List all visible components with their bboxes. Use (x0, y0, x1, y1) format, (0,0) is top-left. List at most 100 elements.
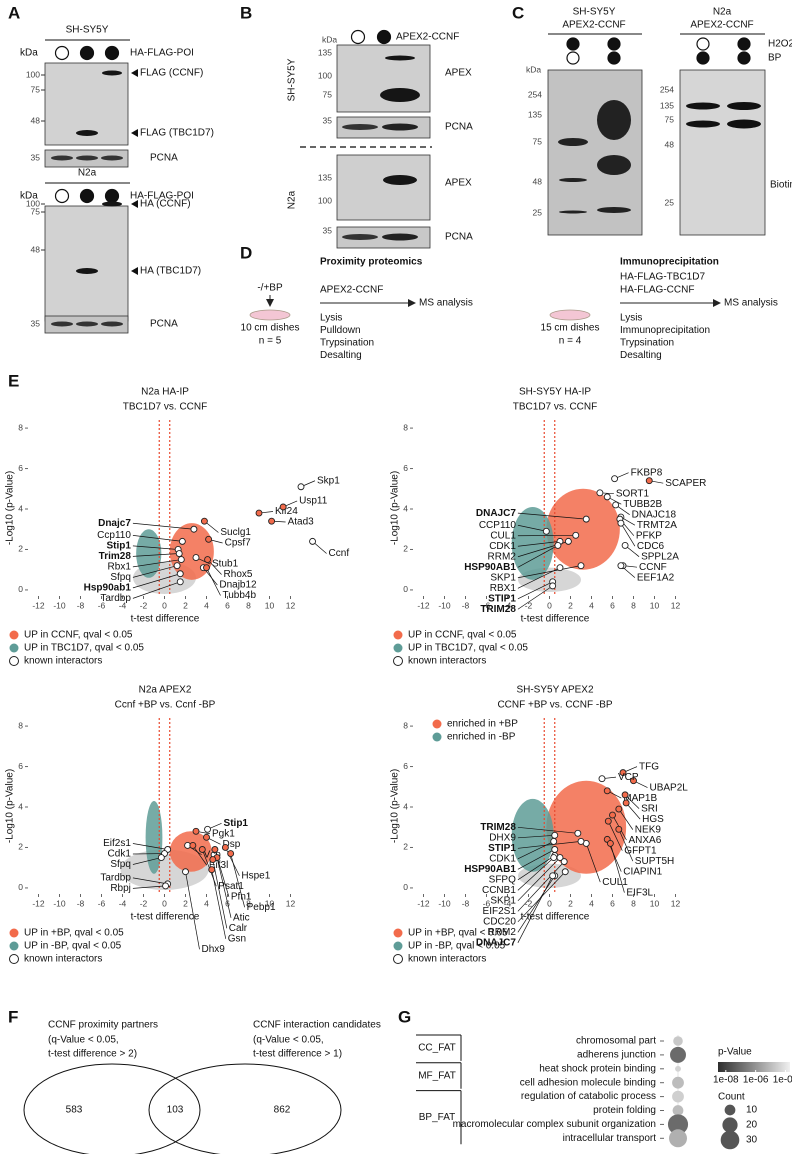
data-point (551, 846, 559, 853)
condition-symbol (607, 51, 621, 65)
label: HA-FLAG-CCNF (620, 285, 694, 296)
band (727, 102, 761, 110)
label: 1e-04 (773, 1075, 792, 1086)
point-label: SKP1 (490, 572, 516, 583)
point-label: Dnajc7 (98, 518, 131, 529)
leader-line (132, 877, 168, 885)
label: N2a (287, 190, 298, 209)
data-point (609, 811, 616, 819)
label: kDa (526, 64, 541, 74)
point-label: Kif24 (275, 506, 298, 517)
y-tick-label: 0 (18, 882, 23, 892)
leader-line (132, 545, 179, 550)
label: 48 (31, 244, 41, 254)
label: PCNA (445, 122, 473, 133)
label: 25 (665, 197, 675, 207)
legend-label: enriched in -BP (447, 732, 516, 743)
point-label: EIF3L (626, 887, 653, 898)
point-label: Trim28 (99, 551, 132, 562)
point-label: ANXA6 (629, 835, 662, 846)
label: 100 (318, 195, 332, 205)
point-cloud (546, 488, 620, 570)
point-label: SKP1 (490, 895, 516, 906)
leader-line (132, 581, 181, 599)
point-label: SFPQ (489, 874, 516, 885)
band (558, 138, 588, 146)
label: N2a (713, 7, 732, 18)
data-point (182, 868, 189, 876)
band (559, 210, 587, 214)
panel-letter: A (8, 3, 20, 22)
point-label: Atad3 (288, 517, 315, 528)
point-label: FKBP8 (631, 467, 663, 478)
point-label: Eif3l (209, 860, 228, 871)
legend-symbol (393, 630, 403, 640)
data-point (192, 827, 200, 835)
band (102, 201, 122, 207)
x-tick-label: 10 (650, 898, 660, 908)
leader-line (185, 871, 200, 950)
condition-symbol (696, 37, 710, 51)
label: FLAG (TBC1D7) (140, 128, 214, 139)
condition-symbol (104, 45, 120, 61)
label: t-test difference > 1) (253, 1049, 342, 1060)
label: 135 (318, 47, 332, 57)
x-tick-label: 12 (671, 600, 681, 610)
data-point (604, 817, 612, 825)
condition-symbol (696, 51, 710, 65)
x-tick-label: -6 (98, 600, 106, 610)
label: 100 (26, 69, 40, 79)
point-label: SUPT5H (635, 856, 674, 867)
dish (249, 309, 291, 321)
label: n = 5 (259, 336, 282, 347)
x-tick-label: 6 (225, 600, 230, 610)
leader-line (517, 826, 578, 834)
x-tick-label: 12 (671, 898, 681, 908)
label: HA-FLAG-TBC1D7 (620, 272, 705, 283)
point-label: Vcp (204, 849, 222, 860)
point-label: HSP90AB1 (464, 864, 516, 875)
point-label: DNAJC7 (476, 937, 516, 948)
data-point (564, 537, 572, 545)
point-label: Sfpq (110, 572, 131, 583)
label: 48 (533, 176, 543, 186)
data-point (157, 854, 165, 862)
point-label: TRIM28 (480, 822, 516, 833)
label: APEX2-CCNF (320, 285, 383, 296)
label: 100 (318, 70, 332, 80)
x-tick-label: 0 (162, 898, 167, 908)
leader-line (517, 857, 554, 891)
label: APEX2-CCNF (690, 20, 753, 31)
y-tick-label: 4 (403, 801, 408, 811)
band (686, 120, 720, 128)
y-axis-label: -Log10 (p-Value) (5, 471, 16, 545)
x-tick-label: -10 (53, 898, 66, 908)
legend-label: UP in TBC1D7, qval < 0.05 (408, 643, 528, 654)
arrowhead (131, 200, 138, 208)
point-label: UBAP2L (650, 782, 689, 793)
band (102, 70, 122, 76)
leader-line (517, 875, 556, 933)
point-label: PFKP (636, 530, 662, 541)
point-label: HSP90AB1 (464, 562, 516, 573)
y-tick-label: 2 (18, 544, 23, 554)
point-label: CDK1 (489, 853, 516, 864)
data-point (598, 775, 606, 783)
point-label: Eif2s1 (103, 838, 131, 849)
leader-line (618, 808, 634, 830)
point-label: MAP1B (623, 793, 657, 804)
blot (44, 62, 129, 146)
band (51, 321, 73, 327)
data-point (549, 582, 557, 590)
x-tick-label: 10 (650, 600, 660, 610)
y-tick-label: 4 (18, 801, 23, 811)
label: 35 (323, 115, 333, 125)
data-point (268, 517, 276, 525)
x-tick-label: -6 (98, 898, 106, 908)
y-tick-label: 2 (18, 842, 23, 852)
legend-label: enriched in +BP (447, 719, 518, 730)
x-tick-label: -2 (140, 600, 148, 610)
category-label: regulation of catabolic process (521, 1091, 656, 1102)
point-label: Gsn (228, 933, 246, 944)
panel-letter: C (512, 3, 524, 22)
